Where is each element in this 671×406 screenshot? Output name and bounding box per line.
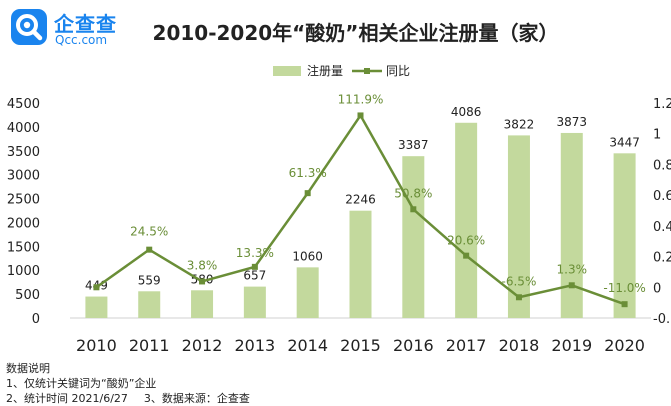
left-axis-tick: 3500 [7,145,40,160]
x-axis-tick: 2015 [340,336,381,355]
left-axis-tick: 1000 [7,264,40,279]
line-value-label: -6.5% [502,274,537,288]
notes-heading: 数据说明 [6,362,50,375]
x-axis-tick: 2012 [182,336,223,355]
line-value-label: 1.3% [557,262,588,276]
right-axis-tick: 0.2 [653,251,671,266]
x-axis-tick: 2016 [393,336,434,355]
line-marker [93,284,100,291]
line-value-label: 50.8% [394,186,432,200]
line-marker [621,301,628,308]
brand-name: 企查查 [54,12,117,36]
line-value-label: 61.3% [289,166,327,180]
legend-bar-label: 注册量 [307,63,343,78]
bar-value-label: 3873 [556,115,587,129]
qcc-magnifier-logo-icon [11,9,47,45]
bar [243,286,266,318]
bar-value-label: 1060 [292,249,323,263]
left-axis-tick: 2500 [7,193,40,208]
x-axis-tick: 2018 [499,336,540,355]
qcc-logo: 企查查 Qcc.com [10,6,120,50]
bar-value-label: 3447 [609,135,640,149]
left-axis-tick: 0 [32,312,40,327]
legend-line-marker [364,68,370,74]
line-marker [251,263,258,270]
left-axis-tick: 2000 [7,216,40,231]
bar-value-label: 3387 [398,138,429,152]
right-axis-tick: 0 [653,281,661,296]
bar [85,296,108,318]
line-value-label: 3.8% [187,258,218,272]
x-axis-tick: 2017 [446,336,487,355]
bar [402,156,425,318]
line-marker [304,190,311,197]
right-axis-tick: 0.8 [653,158,671,173]
notes-line-1: 1、仅统计关键词为“酸奶”企业 [6,377,157,390]
x-axis-tick: 2010 [76,336,117,355]
line-marker [463,252,470,259]
bar [349,210,372,318]
left-axis-tick: 1500 [7,240,40,255]
left-axis-tick: 500 [15,288,40,303]
x-axis-tick: 2014 [287,336,328,355]
bar [507,135,530,318]
line-value-label: 13.3% [236,246,274,260]
legend-bar-swatch [273,66,301,76]
bar-value-label: 4086 [451,105,482,119]
line-marker [568,282,575,289]
x-axis-tick: 2013 [235,336,276,355]
line-marker [199,278,206,285]
right-axis-tick: 1.2 [653,97,671,112]
line-value-label: -11.0% [603,281,645,295]
notes-time: 2、统计时间 2021/6/27 [6,392,128,405]
line-value-label: 24.5% [130,225,168,239]
x-axis-tick: 2019 [551,336,592,355]
line-marker [515,294,522,301]
bar [560,132,583,318]
bar [613,153,636,318]
data-notes: 数据说明 1、仅统计关键词为“酸奶”企业 2、统计时间 2021/6/27 3、数… [6,361,250,406]
legend-line-label: 同比 [386,64,410,78]
left-axis-tick: 4000 [7,121,40,136]
bar-value-label: 3822 [504,117,535,131]
right-axis-tick: 1 [653,128,661,143]
x-axis-tick: 2020 [604,336,645,355]
line-marker [357,112,364,119]
bar-value-label: 559 [138,273,161,287]
brand-domain: Qcc.com [55,33,108,47]
bar-value-label: 657 [243,269,266,283]
notes-source: 3、数据来源：企查查 [143,392,250,405]
chart-title: 2010-2020年“酸奶”相关企业注册量（家） [152,21,559,45]
bar-value-label: 2246 [345,193,376,207]
notes-line-2: 2、统计时间 2021/6/27 3、数据来源：企查查 [6,391,250,406]
left-axis-tick: 3000 [7,169,40,184]
right-axis-tick: -0.2 [653,312,671,327]
bar [455,122,478,318]
bar [191,290,214,318]
x-axis-tick: 2011 [129,336,170,355]
bar [138,291,161,318]
line-marker [146,246,153,253]
right-axis-tick: 0.6 [653,189,671,204]
right-axis-tick: 0.4 [653,220,671,235]
line-value-label: 20.6% [447,234,485,248]
line-value-label: 111.9% [338,92,384,106]
left-axis-tick: 4500 [7,97,40,112]
bar [296,267,319,318]
line-marker [410,206,417,213]
